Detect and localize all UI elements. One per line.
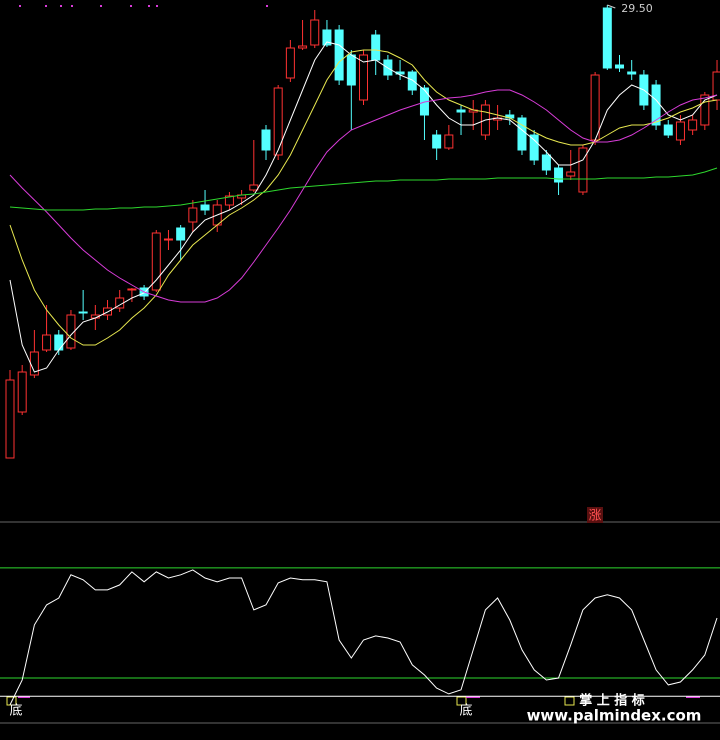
candle-body <box>127 288 137 291</box>
candle-body <box>334 29 344 81</box>
candle-body <box>359 54 369 101</box>
watermark-url: www.palmindex.com <box>527 707 702 725</box>
ma-line <box>9 89 718 303</box>
candle-body <box>261 129 271 151</box>
candle-body <box>66 314 76 349</box>
ma-line <box>9 167 718 211</box>
candle-body <box>602 7 612 69</box>
candle-body <box>590 74 600 141</box>
candle-body <box>627 71 637 75</box>
candle-body <box>663 124 673 136</box>
candle-body <box>346 54 356 86</box>
bottom-signal: 底 <box>9 703 22 719</box>
bottom-signal: 底 <box>459 703 472 719</box>
candle-body <box>432 134 442 149</box>
candle-body <box>675 121 685 141</box>
candle-body <box>285 47 295 79</box>
candle-body <box>517 117 527 151</box>
ma-line <box>9 41 718 373</box>
candle-body <box>176 227 186 241</box>
ma-line <box>9 49 718 346</box>
candle-body <box>200 204 210 211</box>
candle-body <box>249 184 259 191</box>
candle-body <box>578 147 588 193</box>
candle-body <box>298 45 308 49</box>
watermark-brand: 掌 上 指 标 <box>579 693 645 709</box>
candle-body <box>615 64 624 69</box>
max-pointer <box>607 4 616 9</box>
signal-label: 涨 <box>588 509 601 524</box>
signal-dots <box>19 5 268 7</box>
candle-body <box>163 238 173 241</box>
candle-body <box>651 84 661 126</box>
candle-body <box>554 167 564 183</box>
max-label: 29.50 <box>621 2 653 15</box>
candle-body <box>188 207 198 223</box>
candle-body <box>566 171 576 177</box>
candle-body <box>700 94 710 126</box>
candle-body <box>17 371 27 413</box>
candle-body <box>273 87 283 156</box>
candle-body <box>78 311 88 314</box>
candle-body <box>224 195 234 206</box>
candle-body <box>529 134 539 161</box>
signal-box <box>587 507 603 523</box>
candle-body <box>310 19 320 46</box>
candle-body <box>54 334 64 351</box>
candle-body <box>541 154 551 171</box>
candle-body <box>322 29 332 46</box>
candle-body <box>688 119 698 131</box>
candle-body <box>5 379 15 459</box>
candle-body <box>371 34 381 61</box>
candle-body <box>42 334 52 351</box>
candle-body <box>151 232 161 291</box>
candle-body <box>456 109 466 113</box>
candle-body <box>407 71 417 91</box>
candle-body <box>712 71 720 101</box>
bottom-markers <box>6 696 700 706</box>
oscillator-line <box>9 569 718 706</box>
candle-body <box>444 134 454 149</box>
